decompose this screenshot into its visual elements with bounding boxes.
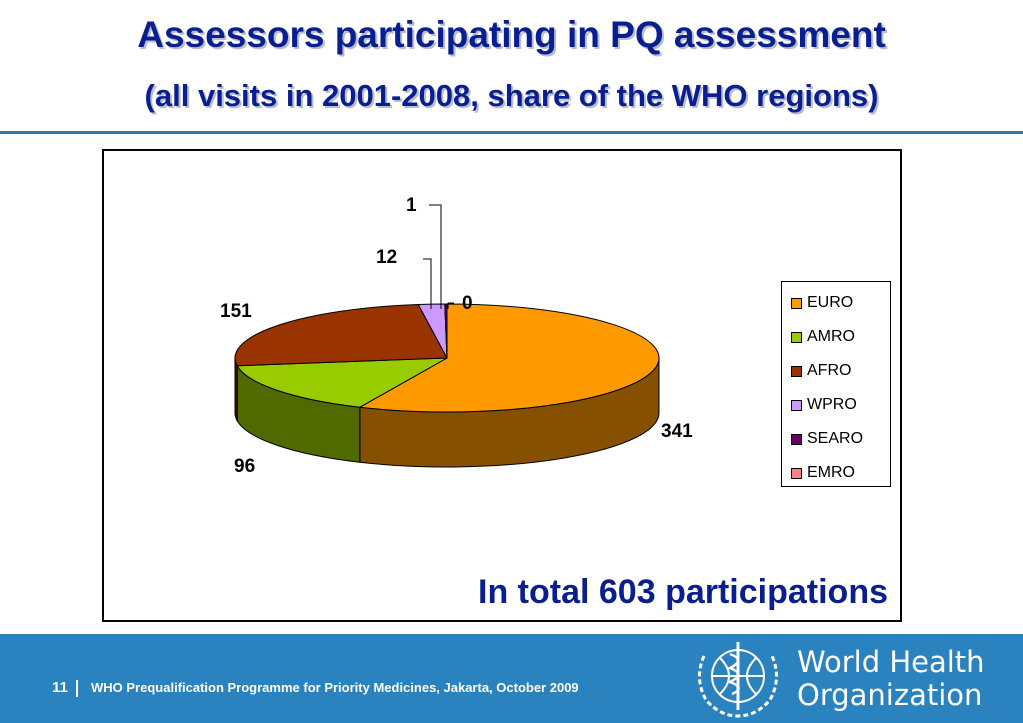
pie-slice-amro xyxy=(236,357,448,408)
data-label-amro: 96 xyxy=(234,456,256,477)
legend-label: WPRO xyxy=(807,396,857,413)
pie-slice-euro xyxy=(358,303,660,413)
legend-swatch-euro xyxy=(791,297,802,309)
chart-frame: 341 96 151 12 1 0 EURO AMRO AFRO WPRO SE… xyxy=(102,149,902,622)
legend-item-afro: AFRO xyxy=(791,361,851,381)
leader-line-searo xyxy=(429,204,442,309)
legend-item-amro: AMRO xyxy=(791,327,855,347)
legend-swatch-searo xyxy=(791,433,802,445)
legend-swatch-amro xyxy=(791,331,802,343)
title-divider xyxy=(0,131,1023,134)
data-label-emro: 0 xyxy=(462,293,473,314)
who-logo-line1: World Health xyxy=(797,645,985,679)
data-label-afro: 151 xyxy=(220,301,252,322)
data-label-wpro: 12 xyxy=(376,247,398,268)
legend-label: EMRO xyxy=(807,464,855,481)
slide-title: Assessors participating in PQ assessment xyxy=(137,14,886,55)
who-emblem-icon xyxy=(698,642,778,718)
page-number: 11 xyxy=(52,679,68,696)
legend-label: AMRO xyxy=(807,328,855,345)
leader-line-wpro xyxy=(423,258,432,309)
legend-swatch-afro xyxy=(791,365,802,377)
total-annotation: In total 603 participations xyxy=(478,573,888,611)
footer-separator xyxy=(76,680,78,697)
footer-text: WHO Prequalification Programme for Prior… xyxy=(91,680,579,695)
legend-item-euro: EURO xyxy=(791,293,853,313)
legend-item-searo: SEARO xyxy=(791,429,863,449)
legend-item-emro: EMRO xyxy=(791,463,855,483)
legend-label: EURO xyxy=(807,294,854,311)
footer-bar: 11 WHO Prequalification Programme for Pr… xyxy=(0,634,1023,723)
leader-line-emro xyxy=(447,302,454,309)
pie-chart xyxy=(234,204,660,468)
legend-swatch-emro xyxy=(791,467,802,479)
pie-slice-searo xyxy=(444,303,448,359)
data-label-euro: 341 xyxy=(661,421,693,442)
legend-label: AFRO xyxy=(807,362,852,379)
data-label-searo: 1 xyxy=(406,195,417,216)
chart-legend: EURO AMRO AFRO WPRO SEARO EMRO xyxy=(781,281,891,487)
who-logo-line2: Organization xyxy=(797,678,983,712)
who-logo-text: World Health Organization xyxy=(797,646,985,712)
pie-slice-afro xyxy=(234,303,448,367)
slide-subtitle: (all visits in 2001-2008, share of the W… xyxy=(144,78,879,113)
legend-item-wpro: WPRO xyxy=(791,395,857,415)
legend-label: SEARO xyxy=(807,430,864,447)
legend-swatch-wpro xyxy=(791,399,802,411)
